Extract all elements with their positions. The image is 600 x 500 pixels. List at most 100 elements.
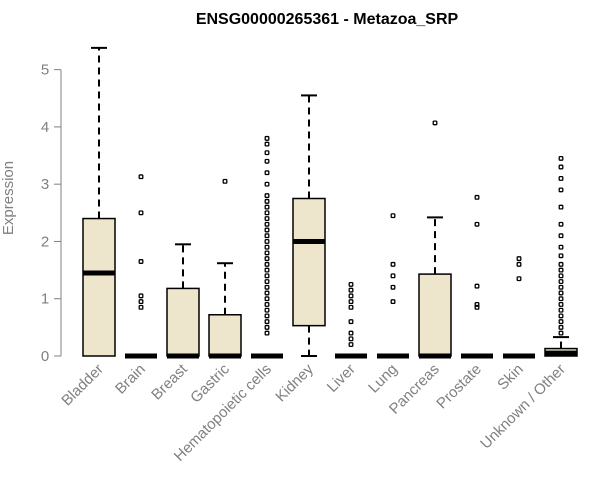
outlier-point xyxy=(264,221,270,227)
outlier-point xyxy=(558,221,564,227)
outlier-point xyxy=(264,307,270,313)
plot-area xyxy=(82,46,578,359)
outlier-point xyxy=(474,283,480,289)
outlier-point xyxy=(558,253,564,259)
outlier-point xyxy=(264,244,270,250)
outlier-point xyxy=(558,176,564,181)
outlier-point xyxy=(264,181,270,187)
outlier-point xyxy=(558,267,564,273)
box-group xyxy=(461,194,493,359)
outlier-point xyxy=(558,279,564,284)
outlier-point xyxy=(348,319,354,325)
outlier-point xyxy=(558,273,564,279)
outlier-point xyxy=(264,227,270,233)
outlier-point xyxy=(348,281,354,287)
x-category-label: Kidney xyxy=(272,360,317,405)
box xyxy=(418,273,452,357)
outlier-point xyxy=(558,330,564,336)
outlier-point xyxy=(264,302,270,307)
outlier-point xyxy=(138,174,144,180)
outlier-point xyxy=(264,216,270,221)
outlier-point xyxy=(432,120,438,126)
outlier-point xyxy=(558,319,564,325)
outlier-point xyxy=(264,158,270,164)
outlier-point xyxy=(264,284,270,290)
outlier-point xyxy=(558,204,564,210)
y-axis: 0 1 2 3 4 5 xyxy=(41,62,62,365)
outlier-point xyxy=(474,302,480,307)
box-group xyxy=(335,281,367,359)
outlier-point xyxy=(264,150,270,156)
outlier-point xyxy=(348,287,354,293)
outlier-point xyxy=(474,304,480,310)
outlier-point xyxy=(264,324,270,330)
outlier-point xyxy=(390,261,396,267)
outlier-point xyxy=(348,330,354,336)
outlier-point xyxy=(558,233,564,239)
outlier-point xyxy=(558,307,564,313)
outlier-point xyxy=(558,187,564,193)
x-category-label: Breast xyxy=(148,360,191,403)
outlier-point xyxy=(348,342,354,347)
outlier-point xyxy=(264,233,270,239)
box-group xyxy=(125,174,157,359)
x-category-label: Skin xyxy=(494,361,527,394)
outlier-point xyxy=(264,319,270,325)
outlier-point xyxy=(558,164,564,170)
outlier-point xyxy=(348,336,354,342)
y-tick-label: 1 xyxy=(41,291,49,308)
outlier-point xyxy=(390,284,396,290)
box-group xyxy=(82,46,116,357)
box-group xyxy=(544,155,578,357)
outlier-point xyxy=(348,299,354,305)
y-axis-label: Expression xyxy=(0,161,17,235)
outlier-point xyxy=(558,261,564,267)
outlier-point xyxy=(264,290,270,296)
outlier-point xyxy=(558,302,564,307)
outlier-point xyxy=(558,244,564,250)
y-tick-label: 5 xyxy=(41,62,49,79)
outlier-point xyxy=(558,284,564,290)
outlier-point xyxy=(390,299,396,305)
y-tick-label: 3 xyxy=(41,176,49,193)
y-tick-label: 4 xyxy=(41,119,49,136)
box-group xyxy=(292,94,326,357)
outlier-point xyxy=(558,296,564,302)
x-category-label: Bladder xyxy=(58,361,107,410)
outlier-point xyxy=(138,304,144,310)
outlier-point xyxy=(390,273,396,279)
box xyxy=(208,314,242,357)
outlier-point xyxy=(558,313,564,319)
outlier-point xyxy=(264,204,270,210)
outlier-point xyxy=(558,155,564,161)
box xyxy=(292,197,326,327)
box-group xyxy=(166,243,200,359)
outlier-point xyxy=(474,221,480,227)
y-tick-label: 0 xyxy=(41,348,49,365)
outlier-point xyxy=(390,213,396,219)
outlier-point xyxy=(264,239,270,244)
outlier-point xyxy=(222,178,228,184)
outlier-point xyxy=(264,267,270,273)
box xyxy=(82,217,116,357)
outlier-point xyxy=(138,299,144,305)
outlier-point xyxy=(348,293,354,299)
outlier-point xyxy=(264,210,270,216)
outlier-point xyxy=(264,313,270,319)
outlier-point xyxy=(348,304,354,310)
x-category-label: Prostate xyxy=(433,361,485,413)
outlier-point xyxy=(138,293,144,299)
outlier-point xyxy=(264,279,270,284)
outlier-point xyxy=(264,170,270,176)
outlier-point xyxy=(264,141,270,147)
box-group xyxy=(503,256,535,359)
y-tick-label: 2 xyxy=(41,233,49,250)
outlier-point xyxy=(264,198,270,204)
box xyxy=(166,287,200,357)
outlier-point xyxy=(138,259,144,264)
outlier-point xyxy=(264,261,270,267)
x-category-label: Lung xyxy=(365,361,401,397)
outlier-point xyxy=(264,330,270,336)
box-group xyxy=(418,120,452,359)
